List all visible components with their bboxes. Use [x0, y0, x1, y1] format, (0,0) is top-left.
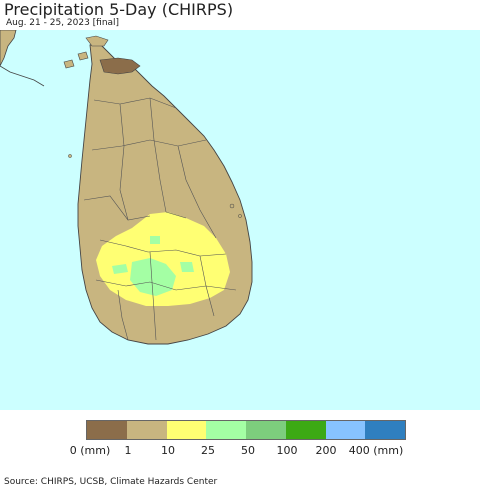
legend-swatch-1: [126, 421, 167, 439]
legend-label-5: 100: [276, 444, 298, 457]
legend-swatch-6: [325, 421, 366, 439]
precipitation-legend: [86, 420, 406, 440]
india-coast-detail: [0, 65, 45, 87]
legend-label-3: 25: [201, 444, 215, 457]
legend-label-2: 10: [161, 444, 175, 457]
legend-label-1: 1: [124, 444, 132, 457]
legend-swatch-3: [206, 421, 246, 439]
map-subtitle: Aug. 21 - 25, 2023 [final]: [6, 18, 120, 28]
legend-swatch-5: [285, 421, 326, 439]
source-credit: Source: CHIRPS, UCSB, Climate Hazards Ce…: [4, 477, 218, 487]
legend-label-4: 50: [241, 444, 255, 457]
legend-swatch-0: [87, 421, 127, 439]
map-canvas: [0, 30, 253, 345]
district-borders: [83, 97, 237, 341]
legend-swatch-7: [365, 421, 405, 439]
legend-label-6: 200: [315, 444, 337, 457]
legend-label-7: 400 (mm): [348, 444, 404, 457]
jaffna-islands: [63, 35, 109, 69]
jaffna-dry-area: [99, 57, 141, 75]
precip-10-25-zone: [96, 212, 230, 306]
india-landmass: [0, 30, 17, 67]
legend-swatch-4: [246, 421, 286, 439]
map-panel: [0, 30, 480, 410]
precip-25-50-zone: [112, 236, 194, 296]
map-title: Precipitation 5-Day (CHIRPS): [4, 0, 234, 19]
coastal-islets: [68, 154, 242, 218]
legend-label-0: 0 (mm): [69, 444, 111, 457]
legend-swatch-2: [166, 421, 207, 439]
